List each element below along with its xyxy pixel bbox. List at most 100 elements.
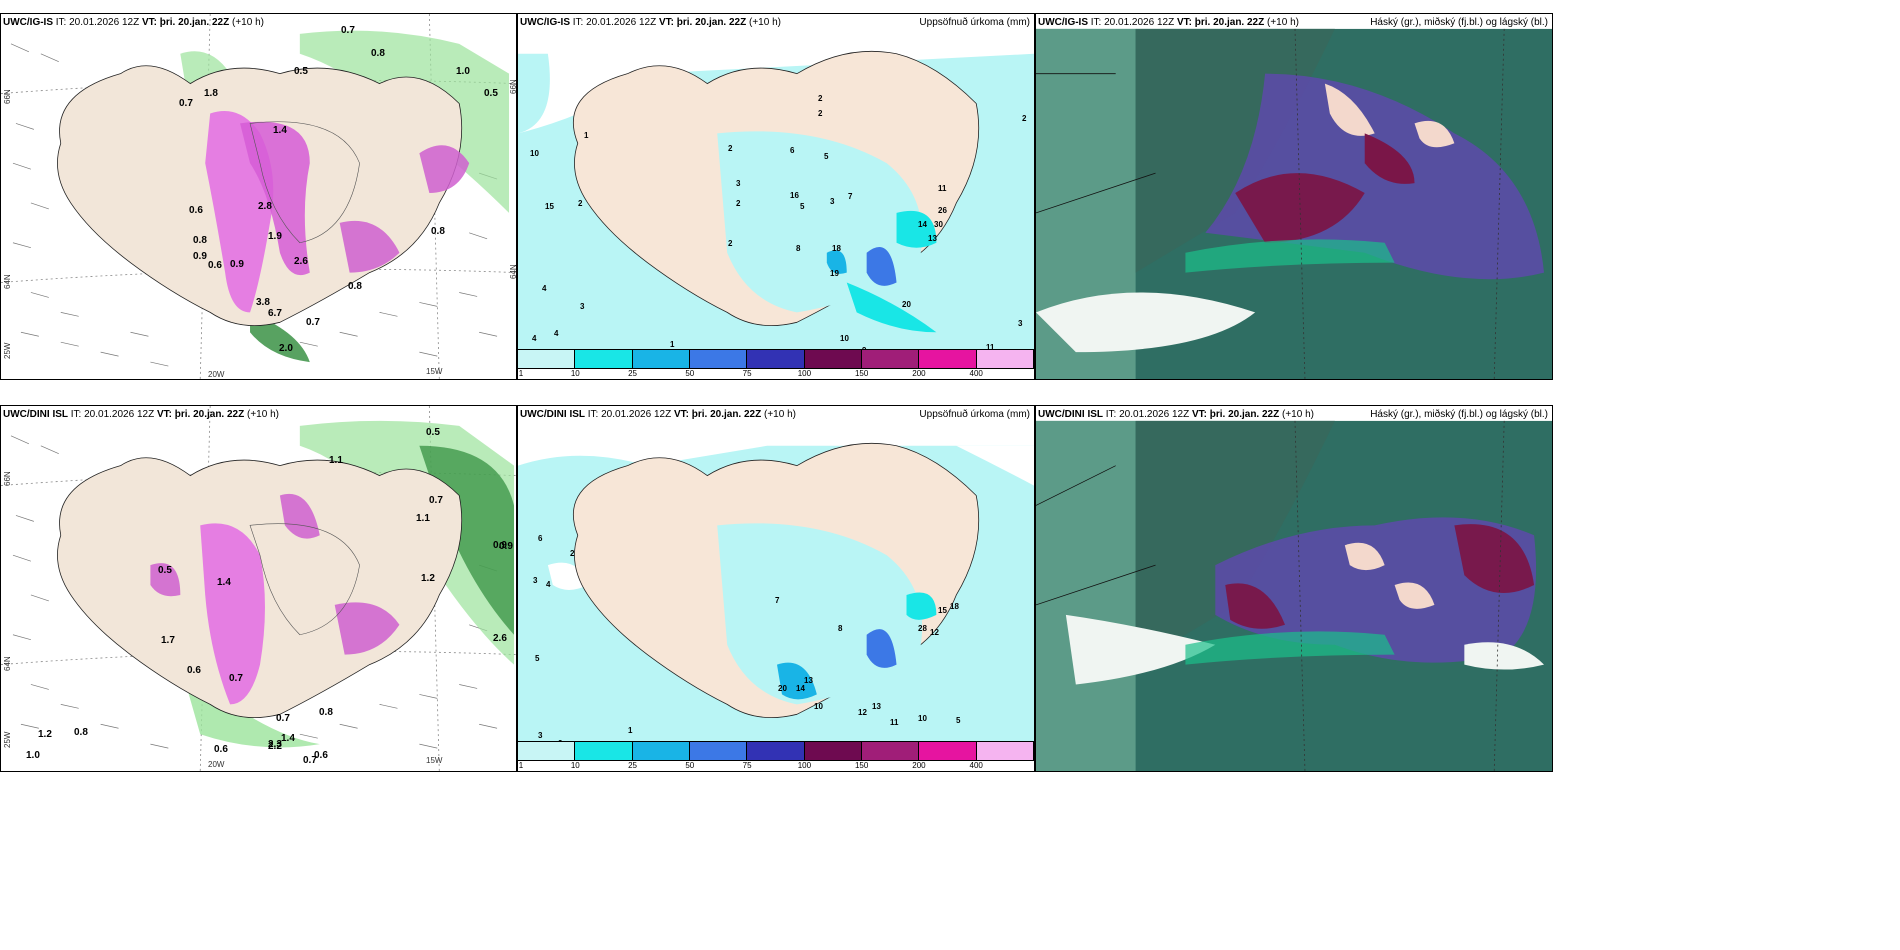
sfc-label: 1.9 <box>268 231 282 242</box>
precip-label: 4 <box>554 329 559 338</box>
sfc-label: 0.5 <box>484 88 498 99</box>
precip-label: 16 <box>790 191 799 200</box>
precip-label: 5 <box>824 152 829 161</box>
colorbar-swatch <box>689 742 748 760</box>
sfc-label: 0.7 <box>429 495 443 506</box>
colorbar-tick: 1 <box>518 369 524 378</box>
colorbar-swatch <box>632 742 690 760</box>
model-name: UWC/IG-IS <box>3 17 53 28</box>
precip-label: 14 <box>918 220 927 229</box>
precip-label: 13 <box>804 676 813 685</box>
colorbar-tick: 10 <box>570 761 580 770</box>
colorbar-swatch <box>518 350 576 368</box>
sfc-label: 0.9 <box>499 541 513 552</box>
precip-label: 19 <box>830 269 839 278</box>
precip-label: 8 <box>796 244 801 253</box>
precip-label: 3 <box>533 576 538 585</box>
precip-label: 5 <box>956 716 961 725</box>
precip-label: 1 <box>628 726 633 735</box>
surface-map <box>1 14 516 379</box>
valid-label: VT: <box>141 17 157 28</box>
panel-title: UWC/IG-IS IT: 20.01.2026 12Z VT: þri. 20… <box>520 17 781 29</box>
valid-time: þri. 20.jan. 22Z <box>174 409 245 420</box>
sfc-label: 0.9 <box>193 251 207 262</box>
colorbar-tick: 200 <box>912 761 926 770</box>
panel-ig-surface: UWC/IG-IS IT: 20.01.2026 12Z VT: þri. 20… <box>0 13 517 380</box>
precip-label: 20 <box>778 684 787 693</box>
precip-colorbar: 1 10 25 50 75 100 150 200 400 <box>518 349 1034 379</box>
colorbar-tick: 50 <box>685 369 695 378</box>
colorbar-tick: 50 <box>685 761 695 770</box>
precip-label: 5 <box>800 202 805 211</box>
sfc-label: 0.8 <box>371 48 385 59</box>
precip-label: 28 <box>918 624 927 633</box>
sfc-label: 0.6 <box>189 205 203 216</box>
colorbar-swatch <box>689 350 748 368</box>
colorbar-swatch <box>861 350 920 368</box>
precip-label: 4 <box>542 284 547 293</box>
panel-ig-precip: UWC/IG-IS IT: 20.01.2026 12Z VT: þri. 20… <box>517 13 1035 380</box>
lon-label: 20W <box>208 370 225 379</box>
sfc-label: 1.2 <box>421 573 435 584</box>
sfc-label: 2.6 <box>294 256 308 267</box>
init-time: IT: 20.01.2026 12Z <box>70 409 155 420</box>
colorbar-tick: 25 <box>628 761 637 770</box>
colorbar-swatch <box>804 742 862 760</box>
sfc-label: 0.9 <box>493 540 507 551</box>
lead-time: (+10 h) <box>247 409 279 420</box>
colorbar-tick: 75 <box>742 761 752 770</box>
precip-label: 2 <box>818 94 823 103</box>
precip-label: 7 <box>848 192 853 201</box>
precip-label: 3 <box>736 179 741 188</box>
model-name: UWC/IG-IS <box>520 17 570 28</box>
sfc-label: 0.7 <box>303 755 317 766</box>
valid-label: VT: <box>156 409 172 420</box>
precip-label: 10 <box>918 714 927 723</box>
precip-label: 13 <box>872 702 881 711</box>
sfc-label: 0.8 <box>74 727 88 738</box>
sfc-label: 0.5 <box>158 565 172 576</box>
lat-label: 66N <box>509 79 517 94</box>
model-name: UWC/IG-IS <box>1038 17 1088 28</box>
colorbar-tick: 150 <box>854 761 869 770</box>
sfc-label: 0.5 <box>294 66 308 77</box>
colorbar-swatch <box>747 742 805 760</box>
colorbar-swatch <box>804 350 862 368</box>
init-time: IT: 20.01.2026 12Z <box>572 17 657 28</box>
precip-label: 2 <box>578 199 583 208</box>
precip-label: 3 <box>830 197 835 206</box>
lat-label: 64N <box>3 274 12 289</box>
precip-label: 3 <box>580 302 585 311</box>
valid-time: þri. 20.jan. 22Z <box>1209 409 1280 420</box>
valid-label: VT: <box>1191 409 1207 420</box>
sfc-label: 1.7 <box>161 635 175 646</box>
sfc-label: 1.0 <box>26 750 40 761</box>
colorbar-tick: 10 <box>570 369 580 378</box>
sfc-label: 0.9 <box>230 259 244 270</box>
panel-dini-clouds: UWC/DINI ISL IT: 20.01.2026 12Z VT: þri.… <box>1035 405 1553 772</box>
valid-time: þri. 20.jan. 22Z <box>676 17 747 28</box>
precip-label: 7 <box>775 596 780 605</box>
panel-title: UWC/DINI ISL IT: 20.01.2026 12Z VT: þri.… <box>520 409 796 421</box>
sfc-label: 0.8 <box>348 281 362 292</box>
precip-label: 2 <box>570 549 575 558</box>
lon-label: 15W <box>426 367 443 376</box>
valid-label: VT: <box>658 17 674 28</box>
sfc-label: 1.1 <box>416 513 430 524</box>
sfc-label: 0.8 <box>193 235 207 246</box>
sfc-label: 0.7 <box>341 25 355 36</box>
panel-title: UWC/IG-IS IT: 20.01.2026 12Z VT: þri. 20… <box>1038 17 1299 29</box>
sfc-label: 0.6 <box>208 260 222 271</box>
init-time: IT: 20.01.2026 12Z <box>1090 17 1175 28</box>
sfc-label: 1.2 <box>38 729 52 740</box>
precip-label: 26 <box>938 206 947 215</box>
sfc-label: 2.8 <box>258 201 272 212</box>
colorbar-swatch <box>919 742 977 760</box>
panel-dini-surface: UWC/DINI ISL IT: 20.01.2026 12Z VT: þri.… <box>0 405 517 772</box>
lead-time: (+10 h) <box>232 17 264 28</box>
sfc-label: 0.8 <box>319 707 333 718</box>
valid-label: VT: <box>673 409 689 420</box>
precip-label: 12 <box>930 628 939 637</box>
panel-ig-clouds: UWC/IG-IS IT: 20.01.2026 12Z VT: þri. 20… <box>1035 13 1553 380</box>
precip-label: 30 <box>934 220 943 229</box>
